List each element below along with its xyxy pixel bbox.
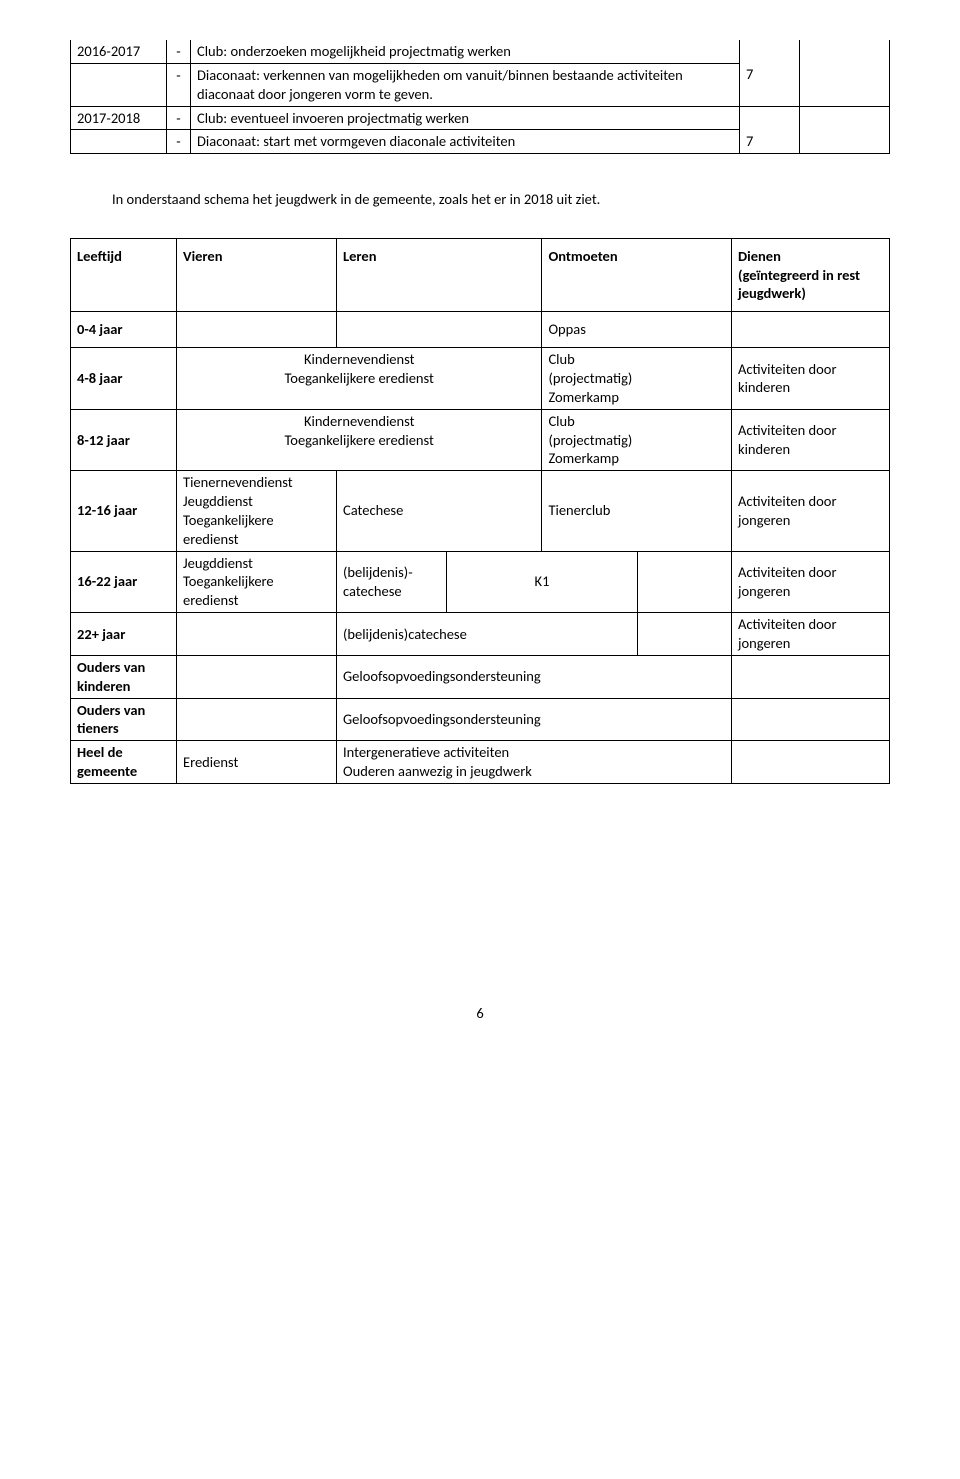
- year-cell: 2017-2018: [71, 106, 167, 130]
- table-row: Ouders van tieners Geloofsopvoedingsonde…: [71, 698, 890, 741]
- ontmoeten-cell: Club (projectmatig) Zomerkamp: [542, 348, 732, 410]
- dienen-cell: Activiteiten door kinderen: [732, 348, 890, 410]
- table-row: 8-12 jaar Kindernevendienst Toegankelijk…: [71, 409, 890, 471]
- dienen-cell: Activiteiten door jongeren: [732, 471, 890, 551]
- table-row: - Diaconaat: verkennen van mogelijkheden…: [71, 63, 890, 106]
- dash-cell: -: [167, 63, 191, 106]
- leren-cell: (belijdenis)catechese: [337, 613, 638, 656]
- age-cell: 12-16 jaar: [71, 471, 177, 551]
- table-row: 4-8 jaar Kindernevendienst Toegankelijke…: [71, 348, 890, 410]
- schema-table: Leeftijd Vieren Leren Ontmoeten Dienen (…: [70, 238, 890, 784]
- dash-cell: -: [167, 106, 191, 130]
- leren-cell: Catechese: [337, 471, 542, 551]
- plan-table: 2016-2017 - Club: onderzoeken mogelijkhe…: [70, 40, 890, 154]
- ontmoeten-cell: Tienerclub: [542, 471, 732, 551]
- header-vieren: Vieren: [177, 238, 337, 312]
- dash-cell: -: [167, 130, 191, 154]
- table-row: 2017-2018 - Club: eventueel invoeren pro…: [71, 106, 890, 130]
- header-dienen: Dienen (geïntegreerd in rest jeugdwerk): [732, 238, 890, 312]
- table-row: 22+ jaar (belijdenis)catechese Activitei…: [71, 613, 890, 656]
- mid-cell: Kindernevendienst Toegankelijkere eredie…: [177, 409, 542, 471]
- num-cell: [740, 106, 800, 130]
- table-header-row: Leeftijd Vieren Leren Ontmoeten Dienen (…: [71, 238, 890, 312]
- vieren-cell: [177, 698, 337, 741]
- ontmoeten-cell: K1: [447, 551, 638, 613]
- ontmoeten-cell: Club (projectmatig) Zomerkamp: [542, 409, 732, 471]
- vieren-cell: [177, 655, 337, 698]
- age-cell: Ouders van tieners: [71, 698, 177, 741]
- header-ontmoeten: Ontmoeten: [542, 238, 732, 312]
- text-cell: Diaconaat: verkennen van mogelijkheden o…: [191, 63, 740, 106]
- vieren-cell: [177, 312, 337, 348]
- dienen-cell: [732, 655, 890, 698]
- table-row: 0-4 jaar Oppas: [71, 312, 890, 348]
- header-dienen-b: (geïntegreerd in rest jeugdwerk): [738, 266, 860, 303]
- age-cell: 16-22 jaar: [71, 551, 177, 613]
- leren-cell: [337, 312, 542, 348]
- dienen-cell: Activiteiten door kinderen: [732, 409, 890, 471]
- text-cell: Club: eventueel invoeren projectmatig we…: [191, 106, 740, 130]
- header-leeftijd: Leeftijd: [71, 238, 177, 312]
- dienen-cell: [732, 741, 890, 784]
- year-cell: 2016-2017: [71, 40, 167, 63]
- age-cell: 22+ jaar: [71, 613, 177, 656]
- mid-cell: Geloofsopvoedingsondersteuning: [337, 698, 732, 741]
- mid-cell: Intergeneratieve activiteiten Ouderen aa…: [337, 741, 732, 784]
- header-dienen-a: Dienen: [738, 247, 781, 265]
- table-row: 12-16 jaar Tienernevendienst Jeugddienst…: [71, 471, 890, 551]
- mid-cell: Geloofsopvoedingsondersteuning: [337, 655, 732, 698]
- vieren-cell: Eredienst: [177, 741, 337, 784]
- dienen-cell: [732, 312, 890, 348]
- blank-cell: [638, 551, 732, 613]
- text-cell: Diaconaat: start met vormgeven diaconale…: [191, 130, 740, 154]
- age-cell: 0-4 jaar: [71, 312, 177, 348]
- ontmoeten-cell: Oppas: [542, 312, 732, 348]
- dash-cell: -: [167, 40, 191, 63]
- dienen-cell: [732, 698, 890, 741]
- num-cell: 7: [740, 63, 800, 106]
- dienen-cell: Activiteiten door jongeren: [732, 613, 890, 656]
- age-cell: 4-8 jaar: [71, 348, 177, 410]
- page-number: 6: [70, 1004, 890, 1022]
- dienen-cell: Activiteiten door jongeren: [732, 551, 890, 613]
- vieren-cell: Jeugddienst Toegankelijkere eredienst: [177, 551, 337, 613]
- vieren-cell: Tienernevendienst Jeugddienst Toegankeli…: [177, 471, 337, 551]
- mid-cell: Kindernevendienst Toegankelijkere eredie…: [177, 348, 542, 410]
- end-cell: [800, 63, 890, 106]
- end-cell: [800, 106, 890, 130]
- end-cell: [800, 130, 890, 154]
- table-row: Heel de gemeente Eredienst Intergenerati…: [71, 741, 890, 784]
- age-cell: Ouders van kinderen: [71, 655, 177, 698]
- intro-paragraph: In onderstaand schema het jeugdwerk in d…: [112, 190, 890, 210]
- table-row: 16-22 jaar Jeugddienst Toegankelijkere e…: [71, 551, 890, 613]
- num-cell: 7: [740, 130, 800, 154]
- table-row: Ouders van kinderen Geloofsopvoedingsond…: [71, 655, 890, 698]
- blank-cell: [638, 613, 732, 656]
- num-cell: [740, 40, 800, 63]
- leren-cell: (belijdenis)- catechese: [337, 551, 447, 613]
- year-cell: [71, 130, 167, 154]
- year-cell: [71, 63, 167, 106]
- table-row: 2016-2017 - Club: onderzoeken mogelijkhe…: [71, 40, 890, 63]
- end-cell: [800, 40, 890, 63]
- age-cell: 8-12 jaar: [71, 409, 177, 471]
- text-cell: Club: onderzoeken mogelijkheid projectma…: [191, 40, 740, 63]
- table-row: - Diaconaat: start met vormgeven diacona…: [71, 130, 890, 154]
- vieren-cell: [177, 613, 337, 656]
- header-leren: Leren: [337, 238, 542, 312]
- age-cell: Heel de gemeente: [71, 741, 177, 784]
